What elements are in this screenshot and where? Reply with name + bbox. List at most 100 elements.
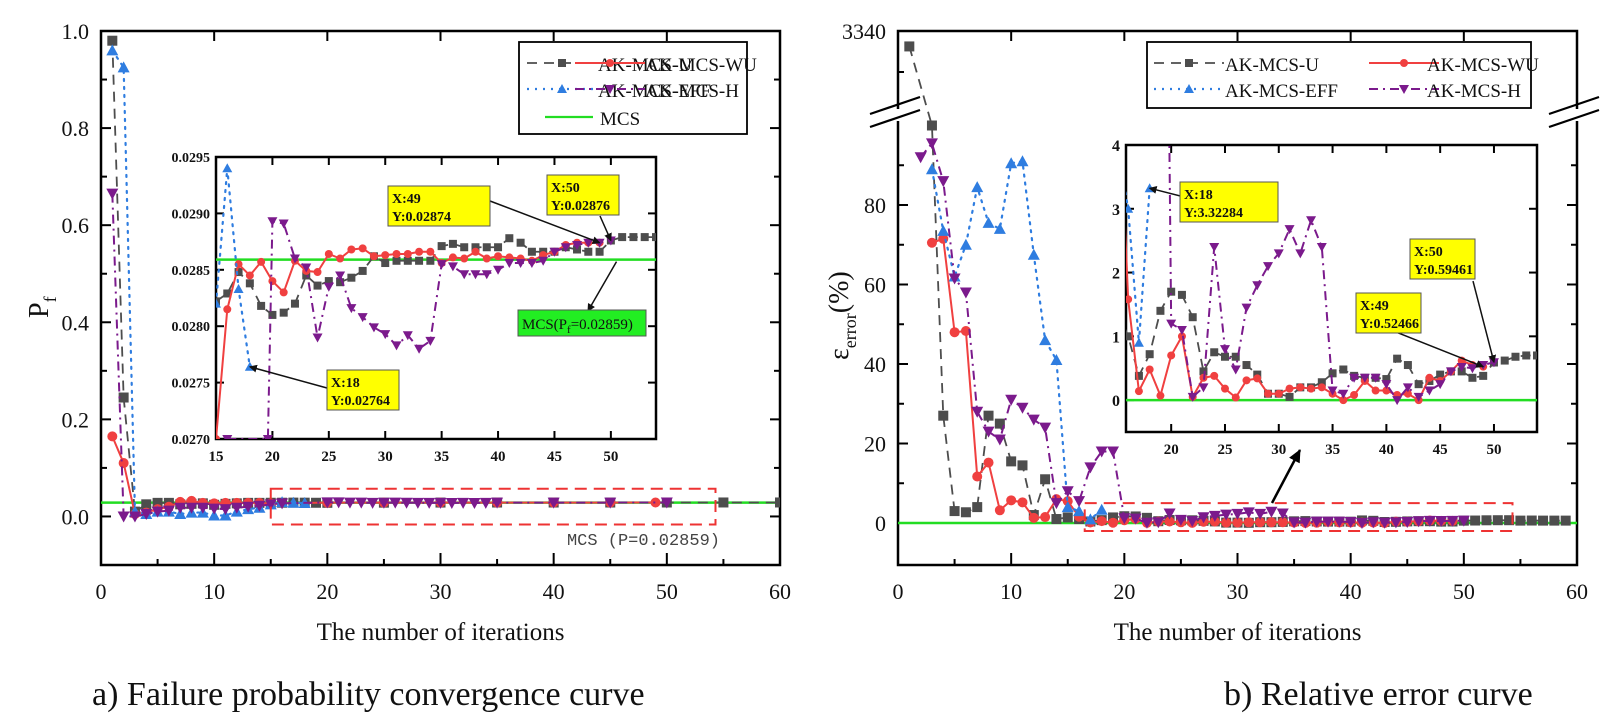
b-point-ak-mcs-eff xyxy=(1073,505,1086,517)
inset-a-point-ak-mcs-wu xyxy=(279,288,288,297)
legend-label-ak-mcs-eff: AK-MCS-EFF xyxy=(598,81,711,102)
a-point-ak-mcs-h xyxy=(162,505,175,517)
a-point-ak-mcs-h xyxy=(355,497,368,509)
inset-b-point-ak-mcs-u xyxy=(1500,356,1509,365)
inset-a-point-ak-mcs-h xyxy=(368,323,379,333)
x-b-tick-label: 30 xyxy=(1227,579,1249,604)
inset-a-point-ak-mcs-u xyxy=(245,279,254,288)
b-point-ak-mcs-wu xyxy=(1028,512,1039,523)
x-axis-label-b: The number of iterations xyxy=(1114,619,1362,646)
inset-a-point-ak-mcs-h xyxy=(436,260,447,270)
inset-a-point-ak-mcs-h xyxy=(560,243,571,253)
inset-b-point-ak-mcs-h xyxy=(1370,373,1381,383)
x-a-tick-label: 50 xyxy=(656,579,678,604)
inset-a-point-ak-mcs-wu xyxy=(426,247,435,256)
inset-b-point-ak-mcs-eff xyxy=(1133,337,1144,347)
caption-a: a) Failure probability convergence curve xyxy=(92,676,645,713)
a-point-ak-mcs-h xyxy=(174,502,187,514)
inset-x-tick-label: 20 xyxy=(1164,442,1179,458)
inset-a-point-ak-mcs-u xyxy=(629,233,638,242)
b-point-ak-mcs-h xyxy=(1027,414,1040,426)
b-point-ak-mcs-h xyxy=(1378,517,1391,529)
inset-b-point-ak-mcs-h xyxy=(1295,249,1306,259)
b-point-ak-mcs-h xyxy=(1299,517,1312,529)
y-tick-label: 1.0 xyxy=(62,19,90,44)
legend-marker-ak-mcs-h xyxy=(1399,85,1409,94)
x-axis-label-a: The number of iterations xyxy=(317,619,565,646)
inset-a-point-ak-mcs-h xyxy=(583,238,594,248)
b-point-ak-mcs-u xyxy=(904,41,915,52)
mcs-label-box xyxy=(517,309,647,337)
inset-a-point-ak-mcs-h xyxy=(380,330,391,340)
b-point-ak-mcs-h xyxy=(1310,516,1323,528)
inset-a-point-ak-mcs-u xyxy=(358,266,367,275)
b-point-ak-mcs-eff xyxy=(1084,513,1097,525)
b-point-ak-mcs-eff xyxy=(1061,501,1074,513)
inset-y-tick-label: 0.0290 xyxy=(172,207,211,222)
b-point-ak-mcs-h xyxy=(1050,498,1063,510)
inset-b-point-ak-mcs-u xyxy=(1167,287,1176,296)
a-point-ak-mcs-h xyxy=(604,497,617,509)
inset-a-point-ak-mcs-h xyxy=(391,341,402,351)
inset-a-markers-ak-mcs-wu xyxy=(216,238,604,439)
b-point-ak-mcs-u xyxy=(972,502,983,513)
b-point-ak-mcs-h xyxy=(1355,518,1368,529)
b-point-ak-mcs-h xyxy=(1265,506,1278,518)
x-a-tick-label: 40 xyxy=(543,579,565,604)
inset-x-tick-label: 40 xyxy=(491,449,506,465)
b-point-ak-mcs-wu xyxy=(926,237,937,248)
legend-label-mcs: MCS xyxy=(600,109,640,130)
a-point-ak-mcs-wu xyxy=(118,458,129,469)
inset-b-point-ak-mcs-h xyxy=(1424,386,1435,396)
a-point-ak-mcs-h xyxy=(377,497,390,509)
b-point-ak-mcs-wu xyxy=(1096,516,1107,527)
zoom-region-box-a xyxy=(269,487,717,526)
b-point-ak-mcs-wu xyxy=(960,326,971,337)
inset-b-point-ak-mcs-u xyxy=(1328,369,1337,378)
annotation-b-x49-box xyxy=(1355,292,1422,334)
b-point-ak-mcs-h xyxy=(1242,507,1255,519)
b-point-ak-mcs-eff xyxy=(993,222,1006,234)
annotation-b-x49-x-text: X:49 xyxy=(1360,299,1389,314)
a-point-ak-mcs-h xyxy=(411,497,424,509)
a-point-ak-mcs-u xyxy=(152,497,163,508)
inset-x-tick-label: 25 xyxy=(321,449,336,465)
inset-a-point-ak-mcs-u xyxy=(652,233,656,242)
b-point-ak-mcs-h xyxy=(993,434,1006,446)
inset-b-point-ak-mcs-u xyxy=(1188,313,1197,322)
a-point-ak-mcs-wu xyxy=(650,497,661,508)
b-point-ak-mcs-h xyxy=(1073,496,1086,508)
inset-a-point-ak-mcs-u xyxy=(527,247,536,256)
inset-a-point-ak-mcs-u xyxy=(257,301,266,310)
b-line-ak-mcs-eff xyxy=(930,159,1103,521)
inset-a-point-ak-mcs-u xyxy=(516,238,525,247)
a-point-ak-mcs-eff xyxy=(106,44,119,56)
inset-a-point-ak-mcs-u xyxy=(595,247,604,256)
inset-a-point-ak-mcs-u xyxy=(460,243,469,252)
inset-b-point-ak-mcs-wu xyxy=(1156,391,1165,400)
inset-a-line-ak-mcs-u xyxy=(216,236,656,316)
inset-a-point-ak-mcs-h xyxy=(515,259,526,269)
b-point-ak-mcs-u xyxy=(1492,515,1503,526)
annotation-a-x49-x-text: X:49 xyxy=(392,192,421,207)
inset-a-point-ak-mcs-wu xyxy=(403,250,412,259)
b-point-ak-mcs-eff xyxy=(1016,155,1029,167)
inset-b-point-ak-mcs-h xyxy=(1338,389,1349,399)
annotation-a-x49-box xyxy=(387,185,491,227)
annotation-a-x50-box xyxy=(546,174,620,216)
annotation-a-x50-y-text: Y:0.02876 xyxy=(551,199,610,214)
b-point-ak-mcs-eff xyxy=(982,216,995,228)
inset-a-point-ak-mcs-u xyxy=(313,281,322,290)
inset-b-point-ak-mcs-h xyxy=(1198,383,1209,393)
b-point-ak-mcs-wu xyxy=(1040,512,1051,523)
inset-a-point-ak-mcs-wu xyxy=(381,251,390,260)
inset-b-point-ak-mcs-h xyxy=(1176,325,1187,335)
b-point-ak-mcs-u xyxy=(1051,514,1062,525)
inset-a-point-ak-mcs-u xyxy=(223,289,232,298)
annotation-a-x18-box xyxy=(326,369,400,411)
annotation-a-x50-x-text: X:50 xyxy=(551,181,580,196)
b-point-ak-mcs-u xyxy=(1006,456,1017,467)
b-point-ak-mcs-eff xyxy=(1005,157,1018,169)
a-point-ak-mcs-u xyxy=(118,392,129,403)
